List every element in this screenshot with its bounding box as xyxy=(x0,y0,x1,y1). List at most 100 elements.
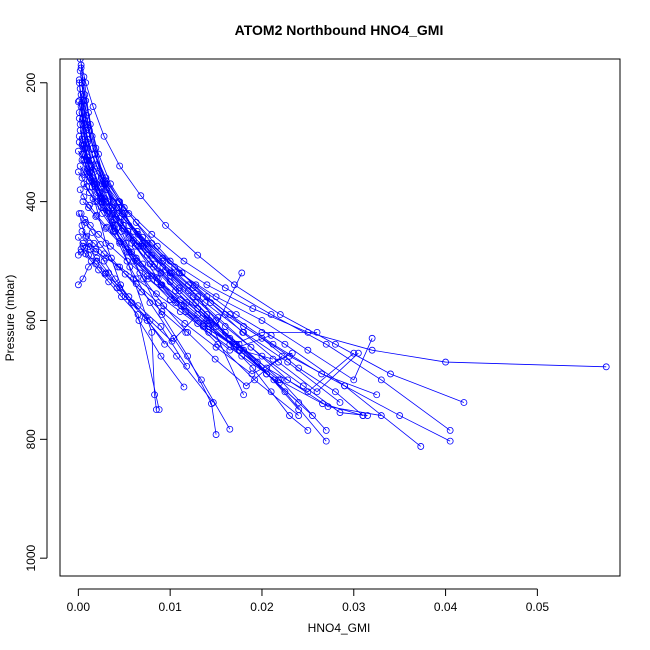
data-point xyxy=(152,274,160,282)
data-point xyxy=(82,79,90,87)
data-point xyxy=(78,135,86,143)
data-point xyxy=(102,254,110,262)
data-point xyxy=(135,242,143,250)
data-point xyxy=(132,254,140,262)
data-point xyxy=(248,370,256,378)
series-32 xyxy=(77,245,163,414)
y-tick-label: 400 xyxy=(24,191,38,211)
data-point xyxy=(194,251,202,259)
data-point xyxy=(119,224,126,232)
data-point xyxy=(91,165,99,173)
data-point xyxy=(98,195,106,203)
data-point xyxy=(208,400,215,408)
data-point xyxy=(121,270,129,278)
data-point xyxy=(148,328,156,336)
y-axis: 200 400 600 800 1000 xyxy=(24,72,48,572)
data-point xyxy=(322,437,330,445)
data-point xyxy=(267,331,275,339)
chart-title: ATOM2 Northbound HNO4_GMI xyxy=(235,22,444,38)
data-point xyxy=(184,328,192,336)
data-point xyxy=(134,311,142,318)
data-point xyxy=(318,370,326,378)
series-line xyxy=(80,94,341,403)
series-line xyxy=(80,106,299,410)
series-line xyxy=(81,82,299,416)
data-point xyxy=(85,263,92,271)
x-tick-label: 0.00 xyxy=(67,600,91,614)
data-point xyxy=(139,242,147,250)
data-point xyxy=(132,275,140,283)
data-point xyxy=(160,302,168,310)
data-point xyxy=(212,431,220,438)
data-point xyxy=(78,174,86,182)
data-point xyxy=(203,293,211,301)
data-point xyxy=(442,358,449,366)
data-point xyxy=(205,323,213,330)
data-point xyxy=(288,349,296,357)
data-point xyxy=(116,238,124,245)
data-point xyxy=(111,275,119,283)
data-point xyxy=(83,156,91,164)
data-point xyxy=(354,349,362,357)
data-point xyxy=(144,275,152,283)
x-tick-label: 0.01 xyxy=(158,600,182,614)
series-38 xyxy=(79,239,283,387)
data-point xyxy=(152,290,160,298)
data-point xyxy=(226,425,234,433)
data-point xyxy=(74,168,82,176)
data-point xyxy=(247,343,255,351)
data-point xyxy=(77,64,85,72)
data-point xyxy=(79,198,87,206)
data-point xyxy=(76,59,84,63)
data-point xyxy=(166,257,174,265)
series-line xyxy=(78,100,283,387)
data-point xyxy=(166,278,174,286)
series-layer xyxy=(74,59,610,450)
data-point xyxy=(377,376,385,384)
data-point xyxy=(124,227,132,235)
x-axis-label: HNO4_GMI xyxy=(308,621,371,635)
data-point xyxy=(396,412,404,419)
data-point xyxy=(304,346,312,354)
data-point xyxy=(141,314,149,321)
data-point xyxy=(368,346,376,354)
data-point xyxy=(89,177,97,185)
data-point xyxy=(251,376,259,384)
data-point xyxy=(319,400,326,408)
data-point xyxy=(180,257,188,265)
data-point xyxy=(194,320,202,327)
data-point xyxy=(203,281,211,289)
data-point xyxy=(97,198,105,206)
data-point xyxy=(176,308,184,315)
series-line xyxy=(79,59,465,403)
data-point xyxy=(85,162,92,170)
data-point xyxy=(226,311,234,318)
data-point xyxy=(122,239,130,247)
data-point xyxy=(125,293,133,301)
data-point xyxy=(80,168,88,176)
series-line xyxy=(84,219,364,416)
data-point xyxy=(180,383,188,391)
series-line xyxy=(79,189,313,416)
data-point xyxy=(350,349,358,357)
data-point xyxy=(284,358,292,366)
data-point xyxy=(181,320,189,327)
data-point xyxy=(269,355,277,363)
data-point xyxy=(286,412,293,419)
data-point xyxy=(322,427,330,434)
data-point xyxy=(132,219,140,226)
data-point xyxy=(105,278,113,286)
data-point xyxy=(81,216,89,223)
series-37 xyxy=(74,239,169,348)
data-point xyxy=(93,211,101,219)
series-39 xyxy=(77,210,190,336)
data-point xyxy=(221,284,229,292)
data-point xyxy=(364,412,371,419)
data-point xyxy=(119,221,127,229)
data-point xyxy=(276,311,284,318)
data-point xyxy=(336,409,344,416)
data-point xyxy=(107,242,114,250)
data-point xyxy=(387,370,394,378)
data-point xyxy=(207,299,214,307)
